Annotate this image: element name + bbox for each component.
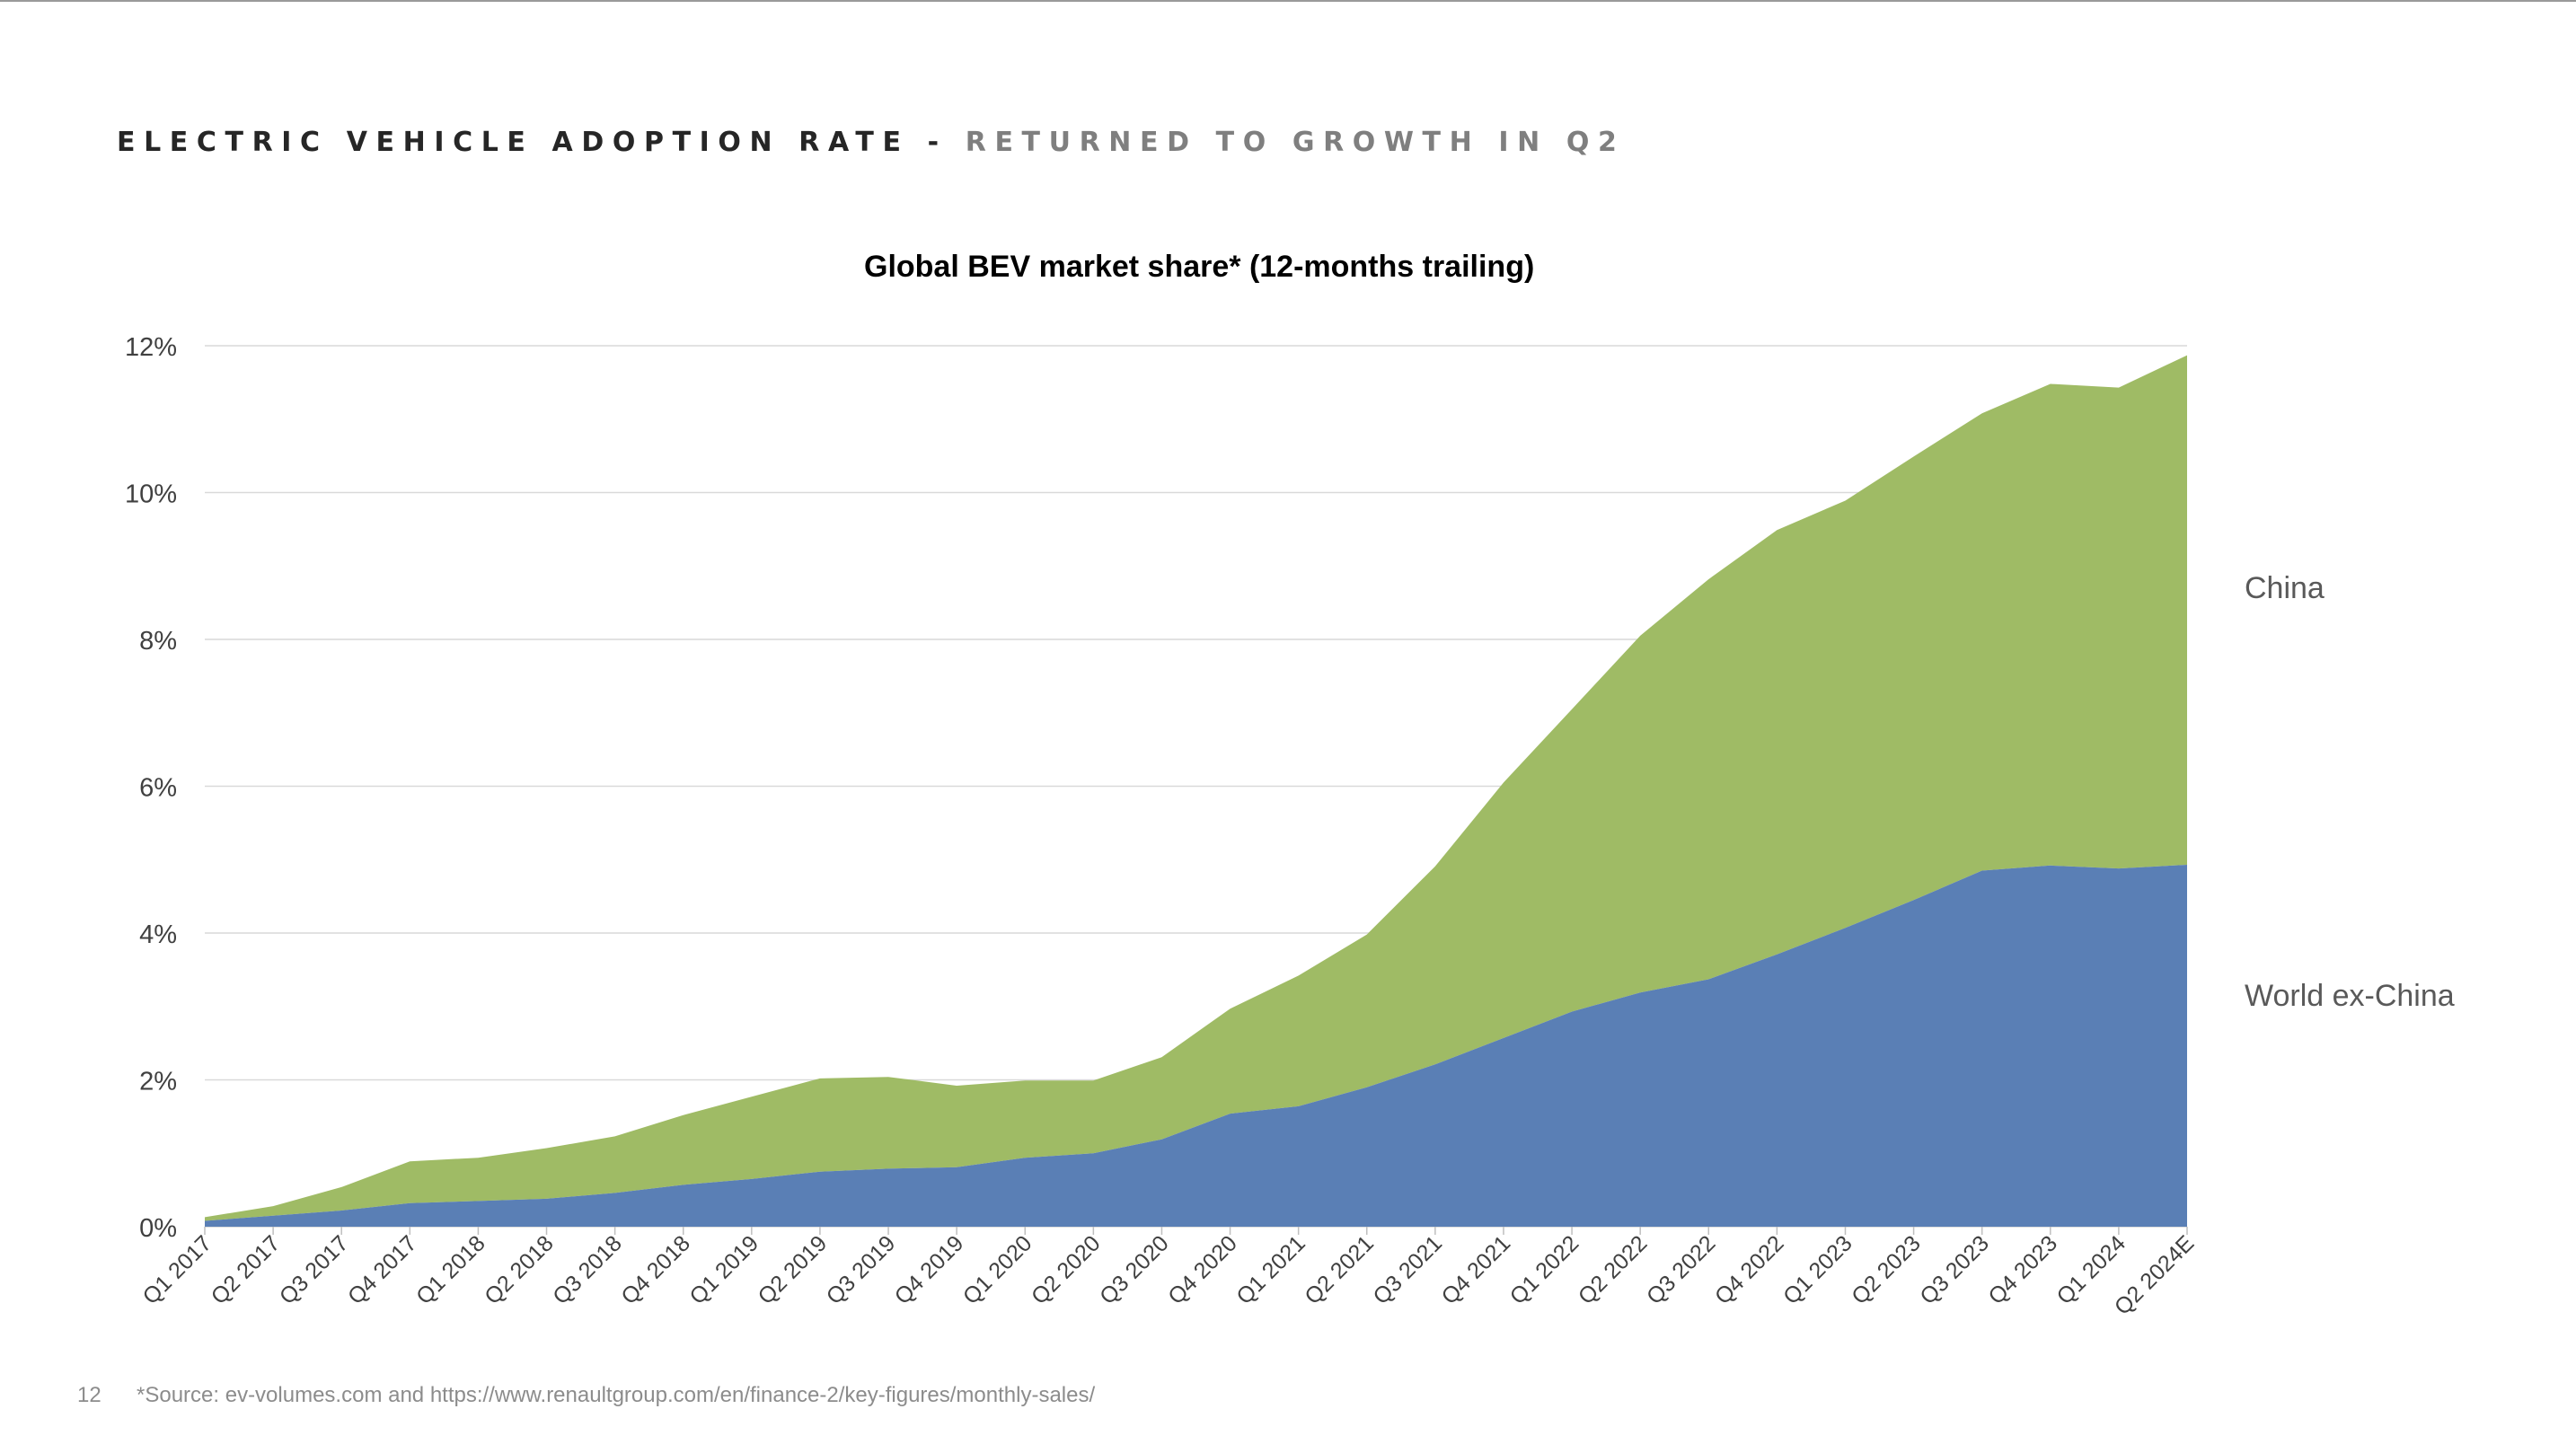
series-label-china: China — [2245, 571, 2325, 605]
x-tick-label: Q3 2018 — [548, 1230, 627, 1309]
y-tick-label: 6% — [139, 774, 177, 803]
slide-title-separator: - — [927, 127, 948, 158]
x-tick-label: Q2 2017 — [207, 1230, 286, 1309]
x-tick-label: Q3 2017 — [275, 1230, 354, 1309]
x-tick-label: Q4 2022 — [1710, 1230, 1789, 1309]
x-tick-label: Q1 2023 — [1778, 1230, 1857, 1309]
x-tick-label: Q4 2017 — [343, 1230, 422, 1309]
area-world-ex-china — [205, 865, 2187, 1227]
x-tick-label: Q3 2022 — [1642, 1230, 1721, 1309]
page-number: 12 — [77, 1383, 101, 1407]
y-tick-label: 12% — [125, 333, 177, 362]
x-tick-label: Q2 2019 — [754, 1230, 833, 1309]
x-tick-label: Q4 2020 — [1163, 1230, 1242, 1309]
top-rule — [0, 0, 2576, 2]
x-tick-label: Q4 2021 — [1437, 1230, 1516, 1309]
x-tick-label: Q3 2023 — [1915, 1230, 1994, 1309]
x-tick-label: Q4 2023 — [1983, 1230, 2062, 1309]
slide-title-sub: Returned to growth in Q2 — [965, 127, 1626, 158]
x-tick-label: Q1 2020 — [958, 1230, 1037, 1309]
x-tick-label: Q2 2021 — [1300, 1230, 1379, 1309]
slide-title: Electric Vehicle Adoption Rate - Returne… — [117, 127, 1625, 158]
x-tick-label: Q1 2021 — [1231, 1230, 1310, 1309]
x-tick-label: Q2 2023 — [1847, 1230, 1926, 1309]
y-tick-label: 4% — [139, 920, 177, 949]
y-axis-ticks: 0% 2% 4% 6% 8% 10% 12% — [125, 333, 177, 1243]
series-label-world-ex-china: World ex-China — [2245, 979, 2455, 1013]
x-tick-label: Q2 2022 — [1574, 1230, 1653, 1309]
x-tick-label: Q2 2018 — [480, 1230, 559, 1309]
area-china — [205, 355, 2187, 1221]
x-tick-label: Q3 2021 — [1368, 1230, 1447, 1309]
chart-title-row: Global BEV market share* (12-months trai… — [0, 250, 2576, 285]
slide-title-main: Electric Vehicle Adoption Rate — [117, 127, 910, 158]
x-tick-label: Q1 2018 — [411, 1230, 490, 1309]
y-tick-label: 2% — [139, 1068, 177, 1096]
x-tick-label: Q4 2019 — [890, 1230, 969, 1309]
chart-title: Global BEV market share* (12-months trai… — [864, 250, 1535, 284]
source-footnote: *Source: ev-volumes.com and https://www.… — [137, 1383, 1096, 1407]
x-tick-label: Q2 2020 — [1027, 1230, 1106, 1309]
x-tick-label: Q1 2019 — [684, 1230, 763, 1309]
area-series — [205, 355, 2187, 1227]
y-tick-label: 0% — [139, 1214, 177, 1243]
x-tick-label: Q3 2020 — [1095, 1230, 1174, 1309]
x-tick-label: Q3 2019 — [822, 1230, 901, 1309]
x-tick-label: Q4 2018 — [616, 1230, 695, 1309]
x-tick-label: Q1 2022 — [1505, 1230, 1584, 1309]
y-tick-label: 8% — [139, 627, 177, 656]
y-tick-label: 10% — [125, 480, 177, 509]
